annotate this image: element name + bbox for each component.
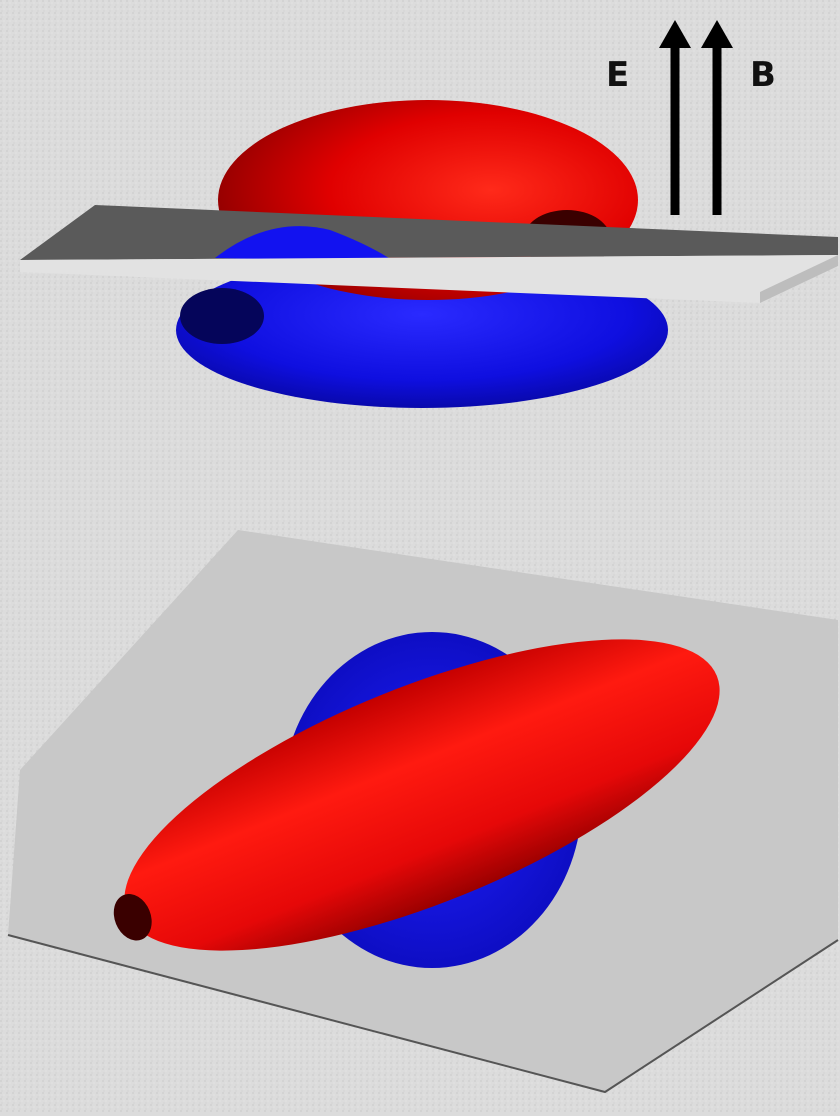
upper-orbital (20, 100, 838, 408)
upper-negative-lobe-cap (180, 288, 264, 344)
lower-plane-edge (7, 934, 839, 1094)
e-field-label: E (606, 55, 630, 95)
e-arrowhead-icon (659, 20, 691, 48)
b-arrowhead-icon (701, 20, 733, 48)
lower-positive-lobe-cap (113, 894, 152, 941)
nodal-plane-edge (20, 255, 838, 303)
b-field-label: B (750, 55, 776, 95)
upper-negative-lobe-bump (215, 226, 395, 262)
nodal-plane-top (20, 205, 838, 260)
lower-orbital (7, 530, 839, 1094)
field-arrows (659, 20, 733, 215)
nodal-plane-side (760, 255, 838, 303)
lower-positive-lobe (124, 639, 720, 951)
